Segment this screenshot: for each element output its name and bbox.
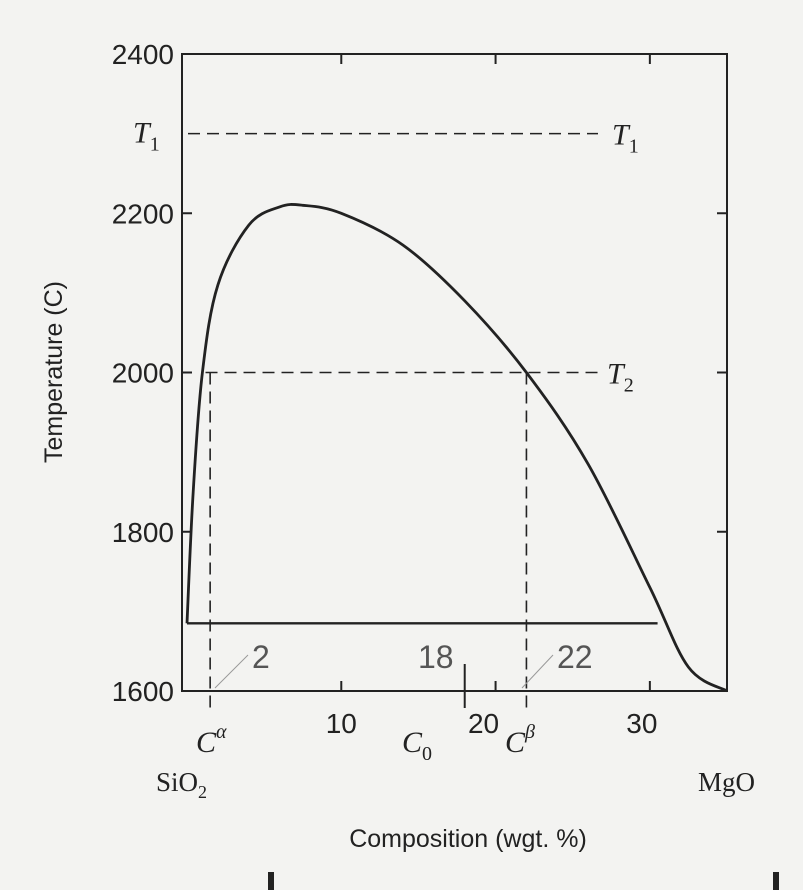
x-tick-label-10: 10 xyxy=(326,708,357,739)
right-component-label: MgO xyxy=(698,767,755,797)
c0-label: C0 xyxy=(402,726,432,765)
y-tick-label-2200: 2200 xyxy=(112,198,174,229)
c-beta-value: 22 xyxy=(557,639,593,675)
c-alpha-value: 2 xyxy=(252,639,270,675)
y-tick-label-1600: 1600 xyxy=(112,676,174,707)
x-axis-label: Composition (wgt. %) xyxy=(349,825,587,853)
c-alpha-label: Cα xyxy=(196,721,227,759)
scan-mark-right xyxy=(773,872,779,890)
y-tick-label-2000: 2000 xyxy=(112,358,174,389)
c0-value: 18 xyxy=(418,639,454,675)
x-tick-label-20: 20 xyxy=(468,708,499,739)
t1-right-label: T1 xyxy=(612,119,639,158)
left-component-label: SiO2 xyxy=(156,767,207,802)
t1-left-label: T1 xyxy=(133,117,160,156)
t2-right-label: T2 xyxy=(607,358,634,397)
y-tick-label-1800: 1800 xyxy=(112,517,174,548)
c-alpha-value-pointer xyxy=(214,654,249,689)
scan-mark-left xyxy=(268,872,274,890)
y-tick-labels: 2400 2200 2000 1800 1600 xyxy=(112,39,174,707)
c-beta-value-pointer xyxy=(521,654,554,689)
miscibility-gap-curve xyxy=(185,203,728,693)
x-tick-labels: 10 20 30 xyxy=(326,708,658,739)
c-beta-label: Cβ xyxy=(505,721,535,759)
x-tick-label-30: 30 xyxy=(626,708,657,739)
y-tick-label-2400: 2400 xyxy=(112,39,174,70)
y-axis-label: Temperature (C) xyxy=(40,281,68,463)
